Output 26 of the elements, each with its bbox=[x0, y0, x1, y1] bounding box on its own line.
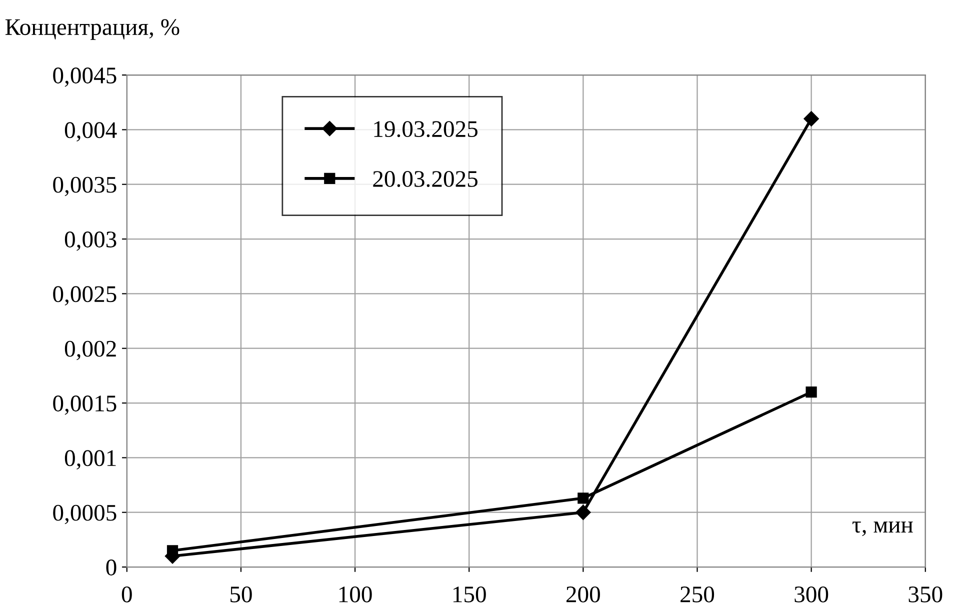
x-tick-label: 100 bbox=[339, 586, 372, 602]
x-tick-label: 150 bbox=[453, 586, 486, 602]
y-tick-label: 0,0025 bbox=[53, 286, 116, 306]
x-axis-title: τ, мин bbox=[852, 522, 913, 536]
y-tick-label: 0,0035 bbox=[53, 176, 116, 196]
x-tick-label: 50 bbox=[230, 586, 252, 602]
legend-label: 20.03.2025 bbox=[373, 171, 478, 188]
y-axis-title: Концентрация, % bbox=[5, 19, 180, 40]
y-tick-label: 0,002 bbox=[64, 340, 116, 360]
x-tick-label: 250 bbox=[680, 586, 714, 602]
x-tick-label: 0 bbox=[122, 586, 132, 602]
x-tick-label: 350 bbox=[908, 586, 942, 602]
y-tick-label: 0,003 bbox=[64, 232, 116, 251]
point bbox=[804, 111, 819, 126]
point bbox=[576, 504, 591, 520]
y-tick-label: 0,004 bbox=[64, 122, 117, 142]
legend-label: 19.03.2025 bbox=[374, 121, 478, 138]
y-tick-label: 0,0005 bbox=[53, 504, 116, 524]
y-tick-label: 0,0015 bbox=[53, 396, 116, 415]
y-tick-label: 0 bbox=[106, 560, 116, 576]
point bbox=[578, 492, 589, 504]
y-tick-label: 0,0045 bbox=[53, 68, 116, 87]
x-tick-label: 200 bbox=[566, 586, 600, 602]
x-tick-label: 300 bbox=[794, 586, 828, 602]
point bbox=[806, 386, 817, 398]
y-tick-label: 0,001 bbox=[64, 450, 116, 470]
